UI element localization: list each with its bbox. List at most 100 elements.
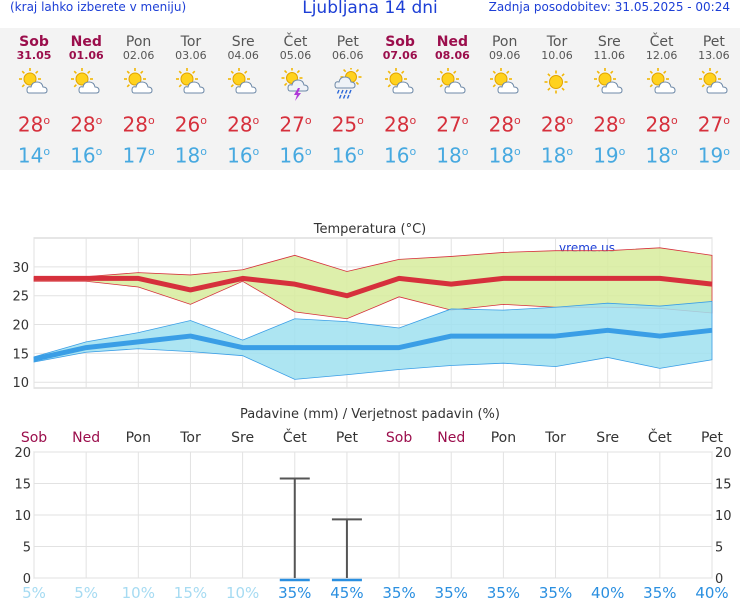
sun-cloud-icon (123, 68, 153, 94)
x-category-label: Pon (126, 430, 151, 446)
sun-cloud-icon (489, 68, 519, 94)
y-tick-label: 30 (12, 261, 29, 276)
temperature-chart-title: Temperatura (°C) (313, 222, 426, 237)
day-date: 05.06 (279, 49, 312, 62)
day-name: Pet (702, 34, 725, 50)
day-name: Čet (649, 34, 674, 50)
y-tick-label: 15 (14, 478, 31, 493)
x-category-label: Čet (283, 428, 307, 446)
day-date: 12.06 (645, 49, 678, 62)
y-tick-label-right: 15 (715, 478, 732, 493)
day-name: Sob (385, 34, 415, 50)
day-column: Sob 31.05 28o 14o (8, 28, 60, 168)
precipitation-chart-title: Padavine (mm) / Verjetnost padavin (%) (240, 407, 500, 422)
precip-probability-label: 40% (591, 584, 624, 600)
day-column: Sre 04.06 28o 16o (217, 28, 269, 168)
sun-cloud-icon (698, 68, 728, 94)
precip-probability-label: 35% (643, 584, 676, 600)
y-tick-label: 20 (12, 319, 29, 334)
rain-cloud-icon (334, 68, 362, 99)
precip-probability-label: 35% (539, 584, 572, 600)
precip-probability-label: 10% (226, 584, 259, 600)
x-category-label: Sob (21, 430, 47, 446)
day-column: Pet 13.06 27o 19o (688, 28, 740, 168)
day-column: Tor 10.06 28o 18o (531, 28, 583, 168)
day-date: 13.06 (698, 49, 730, 62)
max-temp: 27o (697, 112, 730, 137)
sun-icon (544, 70, 568, 94)
precip-probability-label: 45% (330, 584, 363, 600)
sun-cloud-icon (437, 68, 466, 94)
min-temp: 16o (279, 143, 312, 168)
min-temp: 19o (593, 143, 626, 168)
day-date: 07.06 (382, 49, 418, 62)
max-temp: 28o (540, 112, 574, 137)
x-category-label: Pet (336, 430, 359, 446)
min-temp: 16o (70, 143, 103, 168)
precip-probability-label: 35% (487, 584, 520, 600)
min-temp: 14o (17, 143, 51, 168)
max-temp: 28o (645, 112, 678, 137)
day-date: 06.06 (332, 49, 364, 62)
precip-probability-label: 5% (74, 584, 98, 600)
y-tick-label-right: 20 (715, 446, 732, 461)
max-temp: 28o (122, 112, 155, 137)
day-column: Pon 02.06 28o 17o (113, 28, 165, 167)
location-menu-hint[interactable]: (kraj lahko izberete v meniju) (10, 0, 187, 14)
precip-probability-label: 35% (435, 584, 468, 600)
sun-cloud-icon (385, 68, 414, 94)
day-date: 11.06 (593, 49, 626, 62)
daily-forecast-strip: Sob 31.05 28o 14o Ned 01.06 28o 16o Pon 02.06 28o 1… (0, 28, 740, 170)
precip-probability-label: 15% (174, 584, 207, 600)
min-temp: 16o (331, 143, 364, 168)
day-column: Pon 09.06 28o 18o (479, 28, 531, 168)
max-temp: 28o (70, 112, 103, 137)
day-date: 04.06 (227, 49, 259, 62)
y-tick-label: 10 (12, 376, 29, 391)
max-temp: 28o (17, 112, 51, 137)
x-category-label: Sre (231, 430, 254, 446)
y-tick-label-right: 5 (715, 541, 723, 556)
max-temp-line (34, 275, 713, 299)
max-temp: 28o (488, 112, 521, 137)
min-temp: 19o (697, 143, 730, 168)
sun-cloud-icon (19, 68, 48, 94)
y-tick-label: 10 (14, 509, 31, 524)
min-temp: 18o (540, 143, 574, 168)
x-category-label: Sre (596, 430, 619, 446)
y-tick-label: 5 (23, 541, 31, 556)
x-category-label: Ned (72, 430, 100, 446)
day-name: Sre (231, 34, 255, 50)
y-tick-label-right: 10 (715, 509, 732, 524)
precip-probability-label: 40% (695, 584, 728, 600)
page-title: Ljubljana 14 dni (302, 0, 438, 18)
precip-probability-label: 35% (278, 584, 311, 600)
x-category-label: Ned (437, 430, 465, 446)
min-temp: 18o (436, 143, 469, 168)
day-date: 02.06 (122, 49, 155, 62)
min-temp: 18o (645, 143, 678, 168)
day-column: Sob 07.06 28o 16o (374, 28, 426, 168)
precip-probability-label: 5% (22, 584, 46, 600)
day-name: Sob (19, 34, 49, 50)
y-tick-label-right: 0 (715, 572, 723, 587)
last-update: Zadnja posodobitev: 31.05.2025 - 00:24 (488, 0, 730, 14)
y-tick-label: 15 (12, 347, 29, 362)
max-temp: 25o (331, 112, 364, 137)
min-temp: 18o (488, 143, 521, 168)
max-temp: 27o (436, 112, 469, 137)
y-tick-label: 25 (12, 290, 29, 305)
x-category-label: Sob (386, 430, 412, 446)
sun-cloud-icon (175, 68, 205, 94)
thunderstorm-icon (281, 68, 309, 101)
min-temp: 16o (227, 143, 260, 168)
min-temp: 16o (384, 143, 417, 168)
day-date: 01.06 (68, 49, 104, 62)
precip-probability-label: 10% (122, 584, 155, 600)
day-date: 09.06 (488, 49, 521, 62)
sun-cloud-icon (594, 68, 623, 94)
y-tick-label: 20 (14, 446, 31, 461)
top-bar: (kraj lahko izberete v meniju) Ljubljana… (0, 0, 740, 20)
y-tick-label: 0 (23, 572, 31, 587)
day-column: Čet 05.06 27o 16o (270, 28, 322, 168)
